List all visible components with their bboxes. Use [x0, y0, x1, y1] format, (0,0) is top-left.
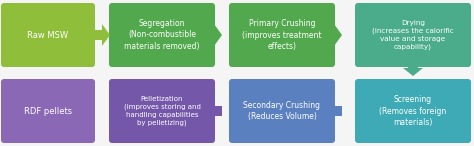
FancyBboxPatch shape	[1, 3, 95, 67]
Text: Segregation
(Non-combustible
materials removed): Segregation (Non-combustible materials r…	[124, 19, 200, 51]
Polygon shape	[324, 24, 342, 46]
FancyBboxPatch shape	[355, 3, 471, 67]
Polygon shape	[324, 100, 342, 122]
Polygon shape	[204, 24, 222, 46]
Text: Primary Crushing
(improves treatment
effects): Primary Crushing (improves treatment eff…	[242, 19, 322, 51]
Text: Pelletization
(improves storing and
handling capabilities
by pelletizing): Pelletization (improves storing and hand…	[124, 96, 201, 126]
Text: Screening
(Removes foreign
materials): Screening (Removes foreign materials)	[379, 95, 447, 127]
Polygon shape	[204, 100, 222, 122]
Text: Raw MSW: Raw MSW	[27, 31, 69, 40]
FancyBboxPatch shape	[109, 79, 215, 143]
Text: Drying
(increases the calorific
value and storage
capability): Drying (increases the calorific value an…	[372, 20, 454, 50]
Text: Secondary Crushing
(Reduces Volume): Secondary Crushing (Reduces Volume)	[244, 101, 320, 121]
FancyBboxPatch shape	[229, 79, 335, 143]
FancyBboxPatch shape	[229, 3, 335, 67]
Polygon shape	[403, 58, 423, 76]
FancyBboxPatch shape	[1, 79, 95, 143]
Polygon shape	[92, 24, 110, 46]
Text: RDF pellets: RDF pellets	[24, 106, 72, 115]
FancyBboxPatch shape	[109, 3, 215, 67]
FancyBboxPatch shape	[355, 79, 471, 143]
